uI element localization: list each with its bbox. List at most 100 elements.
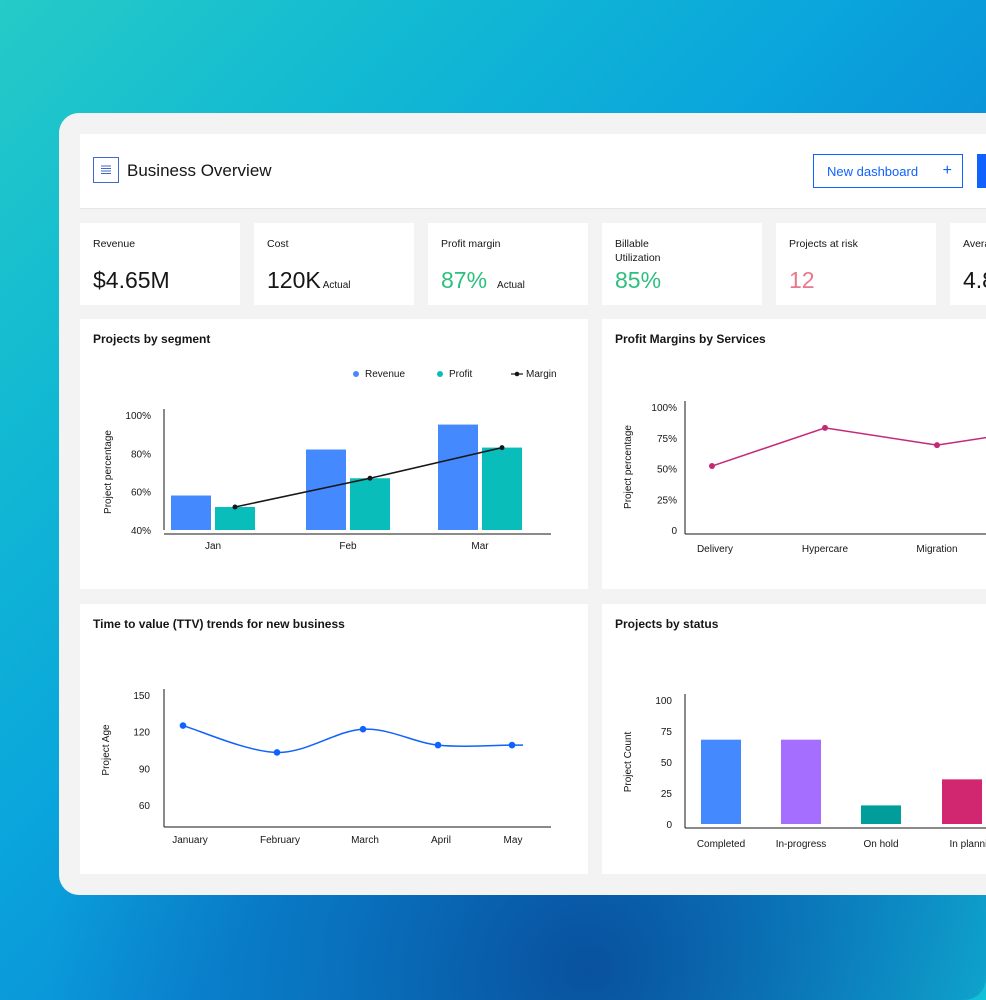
kpi-label: Profit margin xyxy=(441,238,501,250)
x-tick-label: April xyxy=(431,835,451,846)
y-tick-label: 100% xyxy=(125,411,151,422)
ttv-point xyxy=(434,741,442,749)
card-title: Profit Margins by Services xyxy=(615,332,766,346)
projects-by-segment-chart: 40% 60% 80% 100% Project percentage Jan Feb Mar… xyxy=(103,369,557,552)
card-projects-by-segment: Projects by segment 40% 60% 80% 100% Project… xyxy=(80,319,588,589)
kpi-value-row: 120K Actual xyxy=(267,267,351,294)
bar-completed xyxy=(701,739,741,824)
kpi-sub: Actual xyxy=(497,280,525,291)
y-axis-label: Project Count xyxy=(623,731,634,792)
kpi-value: 87% xyxy=(441,267,488,293)
primary-action-button[interactable] xyxy=(977,154,986,188)
services-point xyxy=(934,442,940,449)
y-tick-label: 60% xyxy=(131,488,151,499)
bar-in-progress xyxy=(781,739,821,824)
x-tick-label: March xyxy=(351,835,379,846)
y-tick-label: 0 xyxy=(671,526,677,537)
y-axis-label: Project percentage xyxy=(623,425,634,509)
services-point xyxy=(822,424,828,431)
y-tick-label: 100 xyxy=(655,696,672,707)
kpi-profit-margin: Profit margin 87% Actual xyxy=(428,223,588,305)
new-dashboard-button[interactable]: New dashboard + xyxy=(813,154,963,188)
menu-button[interactable] xyxy=(93,157,119,183)
x-tick-label: May xyxy=(504,835,523,846)
dashboard-header: Business Overview New dashboard + xyxy=(80,134,986,209)
services-line xyxy=(711,427,986,467)
y-tick-label: 50% xyxy=(657,465,677,476)
y-tick-label: 100% xyxy=(651,403,677,414)
projects-by-status-chart: 0 25 50 75 100 Project Count Completed In-progr… xyxy=(623,694,986,850)
x-tick-label: Migration xyxy=(916,544,957,555)
x-tick-label: Jan xyxy=(205,541,221,552)
legend-revenue-label: Revenue xyxy=(365,369,405,380)
ttv-trends-chart: 60 90 120 150 Project Age January February Marc… xyxy=(101,689,551,846)
kpi-label: Billable Utilization xyxy=(615,238,661,264)
bar-revenue xyxy=(306,449,346,530)
x-tick-label: January xyxy=(172,835,208,846)
bar-in-planning xyxy=(942,779,982,824)
kpi-value-row: 87% Actual xyxy=(441,267,525,294)
kpi-label: Cost xyxy=(267,238,289,250)
ttv-line xyxy=(182,724,523,754)
bar-profit xyxy=(482,447,522,530)
y-axis-label: Project Age xyxy=(101,724,112,776)
page-title: Business Overview xyxy=(127,161,272,180)
bar-on-hold xyxy=(861,805,901,824)
y-tick-label: 25 xyxy=(661,789,673,800)
card-profit-margins-by-services: Profit Margins by Services 0 25% 50% 75% 100… xyxy=(602,319,986,589)
ttv-point xyxy=(273,749,281,756)
y-tick-label: 150 xyxy=(133,691,150,702)
kpi-label: Projects at risk xyxy=(789,238,858,250)
y-tick-label: 75 xyxy=(661,727,673,738)
legend-margin-label: Margin xyxy=(526,369,557,380)
x-tick-label: Delivery xyxy=(697,544,733,555)
kpi-average: Avera 4.8 xyxy=(950,223,986,305)
kpi-value: 85% xyxy=(615,267,662,293)
kpi-billable-utilization: Billable Utilization 85% xyxy=(602,223,762,305)
y-tick-label: 90 xyxy=(139,764,151,775)
bar-revenue xyxy=(171,495,211,530)
kpi-value: $4.65M xyxy=(93,267,170,293)
kpi-value: 12 xyxy=(789,267,815,293)
card-ttv-trends: Time to value (TTV) trends for new busin… xyxy=(80,604,588,874)
new-dashboard-label: New dashboard xyxy=(827,163,919,179)
x-tick-label: Hypercare xyxy=(802,544,849,555)
kpi-revenue: Revenue $4.65M xyxy=(80,223,240,305)
ttv-point xyxy=(508,741,516,749)
plus-icon: + xyxy=(942,162,952,179)
bar-profit xyxy=(215,507,255,530)
x-tick-label: February xyxy=(260,835,300,846)
ttv-point xyxy=(179,722,187,729)
x-tick-label: Mar xyxy=(471,541,489,552)
kpi-label: Avera xyxy=(963,238,986,250)
kpi-value: 4.8 xyxy=(963,267,986,293)
x-tick-label: Feb xyxy=(339,541,357,552)
legend-margin-swatch xyxy=(514,371,520,377)
x-tick-label: In planning xyxy=(950,839,986,850)
kpi-value: 120K xyxy=(267,267,321,293)
services-point xyxy=(709,463,715,470)
y-tick-label: 0 xyxy=(666,820,672,831)
profit-margins-chart: 0 25% 50% 75% 100% Project percentage Delivery… xyxy=(623,401,986,555)
y-tick-label: 80% xyxy=(131,449,151,460)
margin-point xyxy=(232,504,238,510)
card-title: Projects by segment xyxy=(93,332,211,346)
y-tick-label: 60 xyxy=(139,801,151,812)
legend-revenue-swatch xyxy=(353,371,359,377)
legend-profit-label: Profit xyxy=(449,369,473,380)
kpi-cost: Cost 120K Actual xyxy=(254,223,414,305)
x-tick-label: Completed xyxy=(697,839,745,850)
card-title: Projects by status xyxy=(615,617,719,631)
y-tick-label: 40% xyxy=(131,526,151,537)
kpi-projects-at-risk: Projects at risk 12 xyxy=(776,223,936,305)
x-tick-label: In-progress xyxy=(776,839,827,850)
y-tick-label: 75% xyxy=(657,434,677,445)
y-tick-label: 50 xyxy=(661,758,673,769)
margin-point xyxy=(367,475,373,481)
x-tick-label: On hold xyxy=(863,839,898,850)
list-icon xyxy=(101,165,111,174)
card-projects-by-status: Projects by status 0 25 50 75 100 Project Cou… xyxy=(602,604,986,874)
ttv-point xyxy=(359,725,367,733)
margin-point xyxy=(499,445,505,451)
